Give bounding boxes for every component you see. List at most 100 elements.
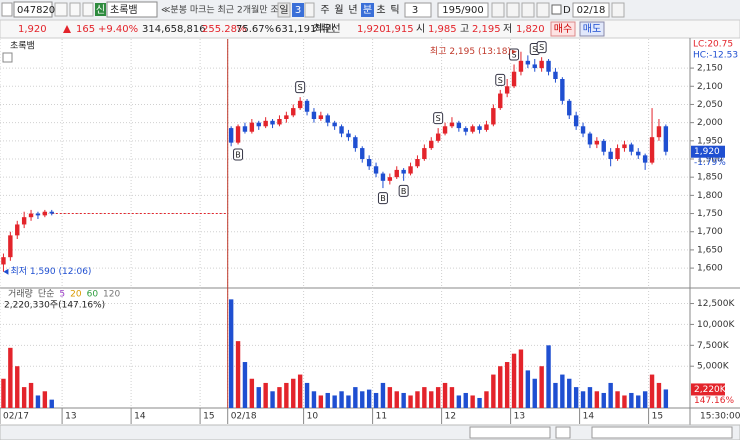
- buy[interactable]: 매수: [554, 23, 572, 35]
- volume-bar: [594, 391, 600, 408]
- volume-bar: [8, 347, 13, 408]
- volume-bar: [615, 391, 620, 408]
- count-box[interactable]: [437, 2, 489, 18]
- volume-bar: [235, 341, 241, 408]
- x-tick-label: 02/18: [231, 412, 257, 422]
- sound-button[interactable]: [69, 2, 81, 17]
- volume-legend: 20: [70, 290, 82, 300]
- tool-icon[interactable]: [521, 2, 535, 18]
- volume-bar: [346, 395, 351, 408]
- y-tick-label: 2,150: [697, 64, 723, 74]
- signal: B: [235, 150, 241, 159]
- tool-icon[interactable]: [506, 2, 520, 18]
- panel-icon[interactable]: [2, 52, 13, 63]
- volume-bar: [573, 387, 579, 408]
- candle-body: [477, 126, 482, 130]
- x-tick-label: 11: [376, 412, 387, 422]
- price-legend: 초록뱀: [10, 41, 35, 52]
- volume-bar: [228, 299, 234, 408]
- volume-bar: [463, 392, 468, 408]
- day-count-box[interactable]: [292, 3, 304, 17]
- signal: S: [532, 45, 537, 54]
- calendar-icon[interactable]: [611, 2, 625, 18]
- signal: S: [436, 114, 441, 123]
- candle-body: [242, 126, 248, 132]
- candle-body: [429, 140, 434, 149]
- volume-bar: [649, 374, 655, 408]
- volume-bar: [277, 387, 282, 408]
- high: 2,195: [472, 24, 501, 35]
- month[interactable]: 월: [334, 4, 343, 16]
- candle-body: [284, 115, 289, 119]
- day-button[interactable]: [277, 2, 291, 18]
- dropdown[interactable]: [304, 2, 315, 18]
- arrow-button[interactable]: [82, 2, 94, 17]
- tool-icon[interactable]: [491, 2, 505, 18]
- signal-box: [536, 41, 547, 54]
- code-input[interactable]: [13, 1, 53, 18]
- open-label: 시: [416, 23, 425, 35]
- name-box[interactable]: [106, 1, 158, 18]
- minute[interactable]: 분: [363, 4, 372, 16]
- candle-body: [463, 128, 468, 132]
- zoom-button[interactable]: [555, 426, 571, 439]
- x-tick-label: 13: [65, 412, 76, 422]
- week[interactable]: 주: [320, 5, 329, 16]
- low-note: 최저 1,590 (12:06): [10, 266, 91, 277]
- volume-bar: [456, 395, 462, 408]
- volume-bar: [256, 387, 261, 408]
- candle-body: [311, 111, 317, 119]
- high-label: 고: [460, 24, 469, 35]
- candle-body: [422, 148, 427, 159]
- y-tick-label: 1,700: [697, 227, 723, 237]
- y-tick-label: 1,950: [697, 136, 723, 146]
- volume-bar: [297, 374, 303, 408]
- amount: 631,191백만: [275, 23, 335, 35]
- open: 1,985: [428, 24, 457, 35]
- volume-summary: 2,220,330주(147.16%): [4, 300, 105, 311]
- tool-buttons[interactable]: [591, 426, 733, 439]
- buy-button[interactable]: [550, 21, 576, 37]
- turnover-rate: 255.28%: [202, 24, 247, 35]
- best-label: 최우선: [313, 23, 341, 35]
- bid: 1,915: [385, 24, 414, 35]
- y-tick-label: 1,600: [697, 264, 723, 274]
- volume-bar: [511, 353, 517, 408]
- candle-body: [325, 115, 330, 123]
- sell[interactable]: 매도: [583, 23, 601, 35]
- time-label: 15:30:00: [700, 412, 740, 422]
- volume-bar: [21, 387, 27, 408]
- badge-bg: [95, 3, 106, 16]
- y-tick-label: 2,000: [697, 118, 723, 128]
- menu-icon[interactable]: [1, 2, 13, 17]
- second[interactable]: 초: [376, 4, 385, 16]
- candle-body: [394, 169, 399, 178]
- candle-body: [256, 122, 261, 127]
- d-label: D: [563, 5, 571, 16]
- candle-body: [42, 211, 48, 216]
- checkbox[interactable]: [551, 4, 562, 15]
- volume-bar: [470, 395, 475, 408]
- signal-box: [377, 192, 388, 205]
- candle-body: [594, 140, 600, 145]
- candle-body: [518, 60, 524, 72]
- tool-icon[interactable]: [536, 2, 550, 18]
- candle-body: [28, 213, 34, 218]
- day-count: 3: [295, 5, 301, 16]
- date-box[interactable]: [572, 2, 610, 18]
- candle-body: [615, 148, 620, 159]
- tick[interactable]: 틱: [390, 4, 399, 16]
- last-price: 1,920: [694, 147, 720, 157]
- year[interactable]: 년: [348, 4, 357, 16]
- volume-bar: [360, 391, 365, 408]
- candle-body: [408, 166, 413, 174]
- nav-buttons[interactable]: [469, 426, 551, 439]
- candle-body: [235, 126, 241, 143]
- sell-button[interactable]: [579, 21, 605, 37]
- candle-body: [318, 115, 324, 119]
- volume-bar: [580, 391, 586, 408]
- interval-box[interactable]: [404, 2, 432, 18]
- volume-bar: [373, 392, 379, 408]
- candle-body: [401, 169, 406, 174]
- search-button[interactable]: [54, 2, 68, 17]
